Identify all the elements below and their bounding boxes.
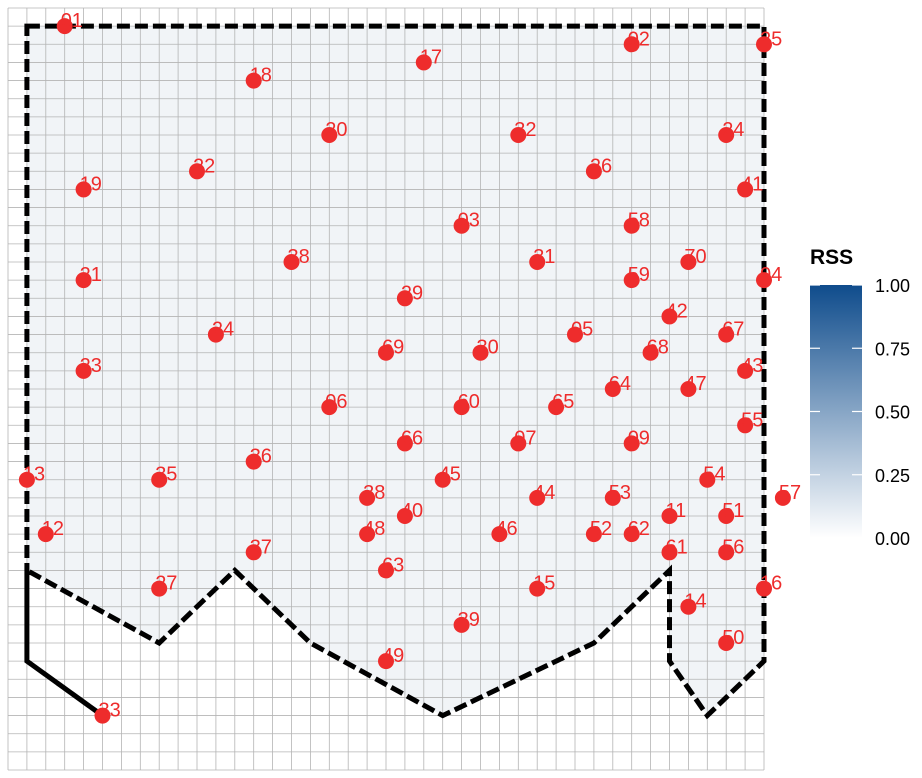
sample-point-label: 35	[155, 464, 177, 486]
sample-point-label: 52	[590, 518, 612, 540]
sample-point-label: 16	[760, 573, 782, 595]
sample-point-label: 38	[363, 482, 385, 504]
sample-point-label: 26	[590, 155, 612, 177]
sample-point-label: 62	[628, 518, 650, 540]
sample-point-label: 45	[439, 464, 461, 486]
sample-point-label: 49	[382, 645, 404, 667]
sample-point-label: 22	[193, 155, 215, 177]
legend-tick-label: 1.00	[875, 276, 910, 296]
sample-point-label: 64	[609, 373, 631, 395]
sample-point-label: 15	[533, 573, 555, 595]
sample-point-label: 01	[61, 10, 83, 32]
sample-point-label: 03	[458, 210, 480, 232]
sample-point-label: 69	[382, 337, 404, 359]
sample-point-label: 14	[684, 591, 706, 613]
sample-point-label: 33	[99, 700, 121, 722]
sample-point-label: 19	[80, 173, 102, 195]
sample-point-label: 12	[42, 518, 64, 540]
sample-point-label: 24	[212, 319, 234, 341]
sample-point-label: 11	[666, 500, 687, 522]
sample-point-label: 44	[533, 482, 555, 504]
sample-point-label: 23	[80, 355, 102, 377]
sample-point-label: 37	[250, 536, 272, 558]
legend-tick-label: 0.75	[875, 339, 910, 359]
sample-point-label: 24	[722, 119, 744, 141]
sample-point-label: 66	[401, 427, 423, 449]
sample-point-label: 25	[760, 28, 782, 50]
sample-point-label: 06	[325, 391, 347, 413]
sample-point-label: 04	[760, 264, 782, 286]
sample-point-label: 50	[722, 627, 744, 649]
sample-point-label: 70	[684, 246, 706, 268]
sample-point-label: 46	[495, 518, 517, 540]
sample-point-label: 58	[628, 210, 650, 232]
sample-point-label: 43	[741, 355, 763, 377]
sample-point-label: 09	[628, 427, 650, 449]
sample-point-label: 67	[722, 319, 744, 341]
sample-point-label: 02	[628, 28, 650, 50]
plot-panel: 01 02 25 17 18 20 32 24 22 26 19 41 03 58 38 31 70 21 59 04…	[8, 8, 801, 770]
sample-point-label: 27	[155, 573, 177, 595]
sample-point-label: 48	[363, 518, 385, 540]
sample-point-label: 68	[647, 337, 669, 359]
sample-point-label: 51	[722, 500, 744, 522]
sample-point-label: 07	[514, 427, 536, 449]
legend-title: RSS	[810, 246, 853, 269]
sample-point-label: 56	[722, 536, 744, 558]
legend-tick-label: 0.50	[875, 403, 910, 423]
sample-point-label: 40	[401, 500, 423, 522]
legend-tick-label: 0.00	[875, 529, 910, 549]
sample-point-label: 30	[477, 337, 499, 359]
sample-point-label: 05	[571, 319, 593, 341]
sample-point-label: 32	[514, 119, 536, 141]
sample-point-label: 53	[609, 482, 631, 504]
sample-point-label: 60	[458, 391, 480, 413]
sample-point-label: 17	[420, 46, 442, 68]
sample-point-label: 47	[684, 373, 706, 395]
sample-point-label: 36	[250, 446, 272, 468]
sample-point-label: 38	[288, 246, 310, 268]
sample-point-label: 55	[741, 409, 763, 431]
sample-point-label: 18	[250, 65, 272, 87]
sample-point-label: 41	[741, 173, 763, 195]
sample-point-label: 63	[382, 554, 404, 576]
sample-point-label: 59	[628, 264, 650, 286]
sample-point-label: 31	[533, 246, 555, 268]
sample-point-label: 57	[779, 482, 801, 504]
sample-point-label: 42	[666, 300, 688, 322]
rss-legend: RSS 0.00 0.25 0.50 0.75 1.00	[810, 246, 910, 549]
sample-point-label: 61	[666, 536, 688, 558]
sample-point-label: 20	[325, 119, 347, 141]
sample-point-label: 13	[23, 464, 45, 486]
sample-point-label: 29	[401, 282, 423, 304]
sample-point-label: 39	[458, 609, 480, 631]
legend-tick-label: 0.25	[875, 466, 910, 486]
sample-point-label: 21	[80, 264, 102, 286]
sample-point-label: 54	[703, 464, 725, 486]
sample-point-label: 65	[552, 391, 574, 413]
